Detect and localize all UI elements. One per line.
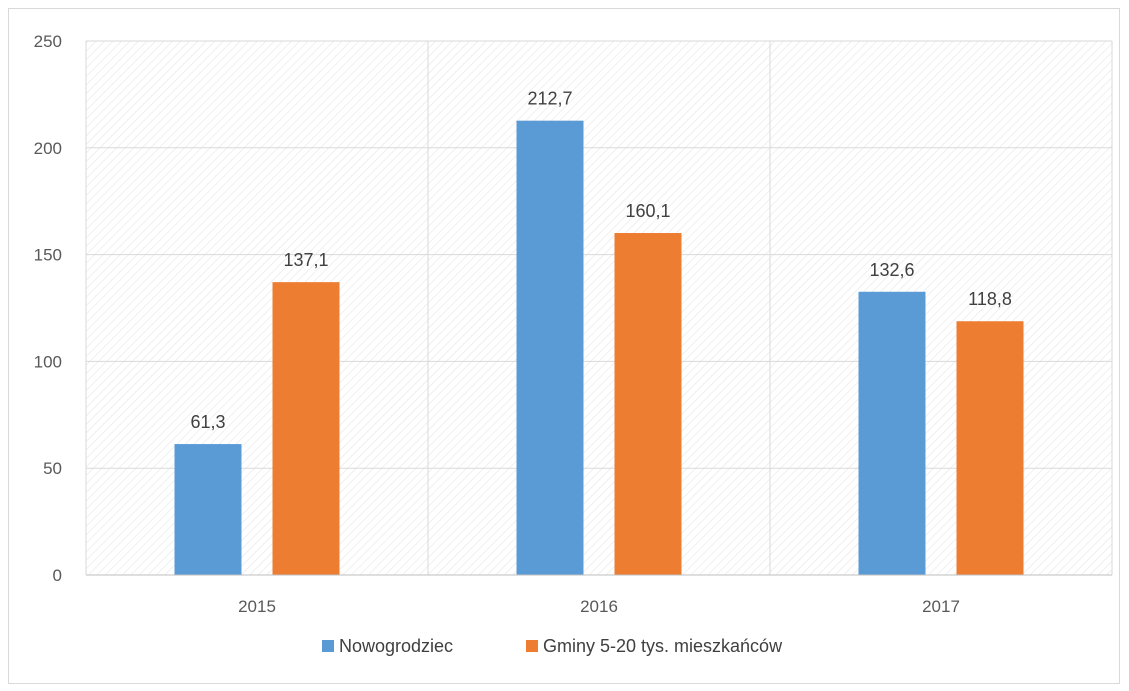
chart-frame: 0 50 100 150 200 250 61,3 137,1 212,7 160,1 132,6… [8,8,1120,684]
legend-entry: Nowogrodziec [339,636,453,656]
y-axis: 0 50 100 150 200 250 [34,32,62,585]
y-tick-label: 50 [43,459,62,478]
legend-swatch [322,640,334,652]
gridlines [85,40,1113,576]
plot-area-background [86,41,1112,575]
legend: Nowogrodziec Gminy 5-20 tys. mieszkańców [322,636,783,656]
data-label: 160,1 [625,201,670,221]
bar-series-0-2016 [516,120,584,576]
data-label: 212,7 [527,89,572,109]
bar-series-1-2015 [272,282,340,575]
bar-series-0-2015 [174,444,242,575]
data-label: 118,8 [968,289,1012,309]
data-labels: 61,3 137,1 212,7 160,1 132,6 118,8 [190,89,1011,432]
data-label: 61,3 [190,412,225,432]
bar-series-1-2017 [956,321,1024,575]
bar-chart: 0 50 100 150 200 250 61,3 137,1 212,7 160,1 132,6… [34,32,1113,656]
y-tick-label: 0 [53,566,62,585]
bars [174,120,1024,576]
x-axis: 2015 2016 2017 [86,574,1112,616]
bar-series-1-2016 [614,233,682,575]
bar-series-0-2017 [858,291,926,575]
data-label: 132,6 [869,260,914,280]
data-label: 137,1 [283,250,328,270]
x-tick-label: 2017 [922,597,960,616]
y-tick-label: 100 [34,352,62,371]
legend-entry: Gminy 5-20 tys. mieszkańców [543,636,783,656]
x-tick-label: 2015 [238,597,276,616]
y-tick-label: 250 [34,32,62,51]
y-tick-label: 150 [34,246,62,265]
x-tick-label: 2016 [580,597,618,616]
y-tick-label: 200 [34,139,62,158]
legend-swatch [526,640,538,652]
